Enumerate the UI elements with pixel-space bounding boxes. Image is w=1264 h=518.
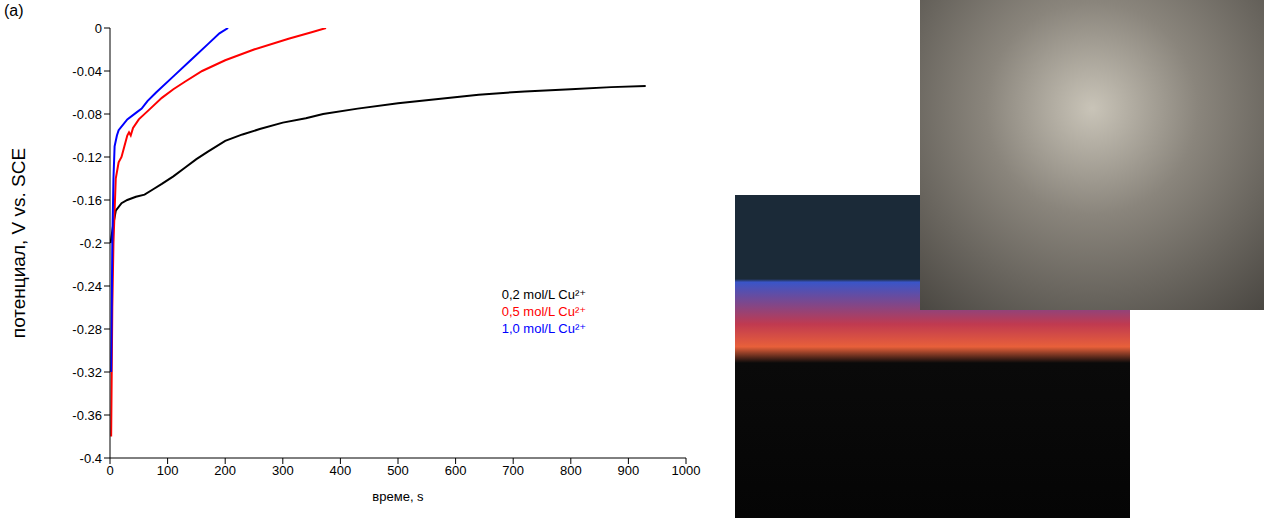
- svg-text:потенциал, V vs. SCE: потенциал, V vs. SCE: [8, 148, 29, 338]
- svg-text:-0.08: -0.08: [72, 107, 102, 122]
- html-text:0,2 mol/L Cu²⁺: 0,2 mol/L Cu²⁺: [501, 287, 587, 302]
- svg-text:-0.28: -0.28: [72, 322, 102, 337]
- svg-text:300: 300: [272, 463, 294, 478]
- svg-text:-0.2: -0.2: [80, 236, 102, 251]
- svg-text:-0.12: -0.12: [72, 150, 102, 165]
- svg-text:-0.04: -0.04: [72, 64, 102, 79]
- svg-text:-0.4: -0.4: [80, 451, 102, 466]
- svg-text:0: 0: [106, 463, 113, 478]
- svg-text:500: 500: [387, 463, 409, 478]
- svg-text:900: 900: [618, 463, 640, 478]
- html-text:1,0 mol/L Cu²⁺: 1,0 mol/L Cu²⁺: [501, 321, 587, 336]
- svg-text:100: 100: [157, 463, 179, 478]
- html-text:(a): (a): [4, 2, 24, 19]
- html-text:0,5 mol/L Cu²⁺: 0,5 mol/L Cu²⁺: [501, 304, 587, 319]
- svg-text:800: 800: [560, 463, 582, 478]
- svg-text:400: 400: [330, 463, 352, 478]
- svg-text:-0.16: -0.16: [72, 193, 102, 208]
- svg-text:600: 600: [445, 463, 467, 478]
- svg-text:200: 200: [214, 463, 236, 478]
- svg-text:-0.36: -0.36: [72, 408, 102, 423]
- svg-text:време, s: време, s: [372, 489, 424, 504]
- svg-text:0: 0: [95, 21, 102, 36]
- svg-text:-0.24: -0.24: [72, 279, 102, 294]
- svg-text:-0.32: -0.32: [72, 365, 102, 380]
- svg-text:700: 700: [502, 463, 524, 478]
- svg-text:1000: 1000: [672, 463, 701, 478]
